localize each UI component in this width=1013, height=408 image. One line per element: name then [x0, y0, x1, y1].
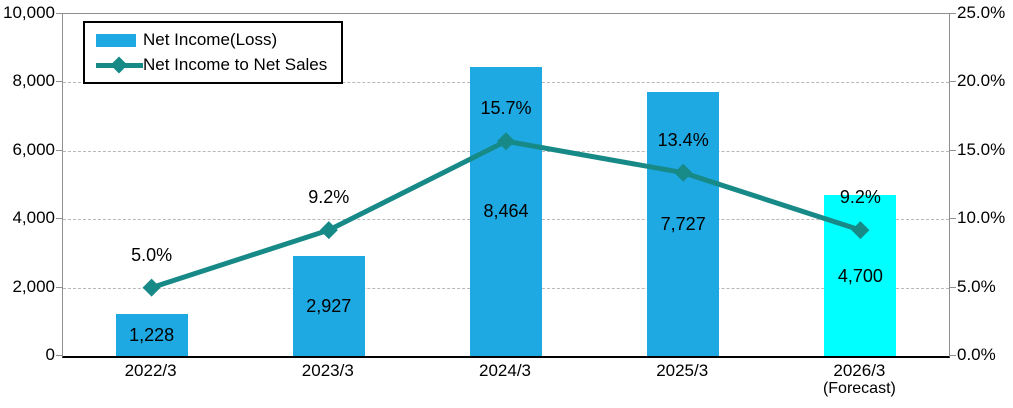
- bar-value-label: 1,228: [129, 325, 175, 345]
- diamond-marker-icon: [110, 56, 128, 74]
- x-axis-category-label: 2024/3: [417, 361, 593, 380]
- legend-label-net-income: Net Income(Loss): [143, 30, 278, 49]
- left-axis-tick: [56, 13, 62, 14]
- diamond-marker-icon: [674, 163, 693, 182]
- diamond-marker-icon: [851, 221, 870, 240]
- bar-net-income: [470, 66, 542, 356]
- legend-label-ratio: Net Income to Net Sales: [143, 55, 328, 74]
- category-forecast-note: (Forecast): [822, 380, 896, 397]
- x-axis-category-label: 2026/3 (Forecast): [771, 361, 947, 398]
- left-axis-tick-label: 4,000: [12, 208, 55, 228]
- left-axis-tick: [56, 81, 62, 83]
- ratio-line: [142, 132, 870, 297]
- right-axis-tick-label: 25.0%: [957, 3, 1006, 22]
- right-axis-tick: [950, 286, 956, 288]
- left-axis-tick: [56, 149, 62, 151]
- ratio-value-label: 13.4%: [657, 129, 709, 150]
- bar-value-label: 2,927: [306, 295, 352, 316]
- bar-value-label: 4,700: [837, 265, 883, 286]
- left-axis-tick: [56, 286, 62, 288]
- right-axis-tick: [950, 218, 956, 220]
- left-axis-tick-label: 8,000: [12, 71, 55, 91]
- legend-item-net-income: Net Income(Loss): [96, 28, 327, 52]
- bar-value-label: 8,464: [483, 201, 529, 222]
- right-axis-tick-label: 20.0%: [957, 71, 1006, 91]
- x-axis-category-label: 2023/3: [240, 361, 416, 380]
- left-axis-tick: [56, 355, 62, 356]
- left-axis-tick: [56, 218, 62, 220]
- bar-value-label: 7,727: [660, 213, 706, 234]
- category-year: 2026/3: [833, 361, 886, 380]
- legend-item-ratio: Net Income to Net Sales: [96, 53, 327, 77]
- plot-area: Net Income(Loss) Net Income to Net Sales…: [62, 13, 950, 358]
- right-axis-tick-label: 0.0%: [957, 345, 996, 364]
- ratio-value-label: 9.2%: [839, 187, 881, 208]
- category-year: 2022/3: [124, 361, 177, 380]
- diamond-marker-icon: [319, 221, 338, 240]
- diamond-marker-icon: [142, 278, 161, 297]
- right-axis-tick: [950, 149, 956, 151]
- bar-net-income: [115, 314, 188, 356]
- right-axis-tick: [950, 81, 956, 83]
- line-diamond-swatch: [96, 56, 143, 74]
- ratio-value-label: 15.7%: [480, 98, 532, 119]
- x-axis-category-label: 2022/3: [63, 361, 239, 380]
- x-axis-category-label: 2025/3: [594, 361, 770, 380]
- right-axis-tick-label: 10.0%: [957, 208, 1006, 228]
- right-axis-tick: [950, 355, 956, 356]
- bar-net-income: [292, 255, 365, 356]
- category-year: 2023/3: [301, 361, 354, 380]
- bar-net-income: [647, 91, 720, 356]
- right-axis-tick-label: 5.0%: [957, 276, 996, 296]
- bar-swatch: [96, 33, 136, 47]
- diamond-marker-icon: [497, 132, 515, 151]
- right-axis-tick-label: 15.0%: [957, 139, 1006, 159]
- ratio-value-label: 5.0%: [131, 244, 173, 265]
- category-year: 2024/3: [479, 361, 531, 380]
- left-axis-tick-label: 10,000: [3, 3, 55, 22]
- legend: Net Income(Loss) Net Income to Net Sales: [83, 21, 344, 84]
- left-axis-tick-label: 0: [45, 345, 55, 364]
- left-axis-tick-label: 2,000: [12, 276, 55, 296]
- ratio-value-label: 9.2%: [308, 187, 350, 208]
- right-axis-tick: [950, 13, 956, 14]
- left-axis-tick-label: 6,000: [12, 139, 55, 159]
- category-year: 2025/3: [656, 361, 709, 380]
